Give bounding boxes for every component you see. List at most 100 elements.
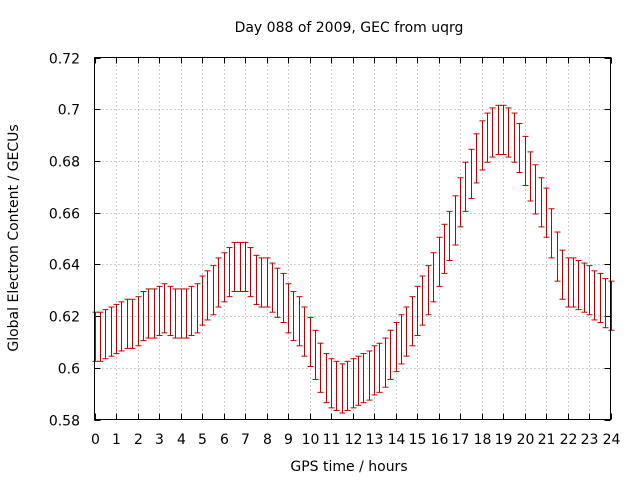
y-tick-label: 0.6 xyxy=(58,362,80,378)
error-bar xyxy=(366,350,373,401)
error-bar xyxy=(172,288,179,339)
error-bar xyxy=(183,288,190,339)
error-bar xyxy=(575,259,582,311)
error-bars xyxy=(92,104,615,414)
x-tick-label: 16 xyxy=(431,432,449,448)
x-tick-label: 2 xyxy=(134,432,143,448)
x-axis-tick-labels: 0 1 2 3 4 5 6 7 8 9 10 11 12 13 14 15 16 17 18 19 20 21 22 23 24 xyxy=(91,432,620,448)
x-tick-label: 6 xyxy=(220,432,229,448)
error-bar xyxy=(290,291,297,342)
error-bar xyxy=(199,275,206,326)
error-bar xyxy=(210,265,217,316)
error-bar xyxy=(312,329,319,380)
error-bar xyxy=(409,296,416,347)
error-bar xyxy=(376,342,383,393)
y-axis-label: Global Electron Content / GECUs xyxy=(6,124,22,351)
error-bar xyxy=(188,285,195,336)
error-bar xyxy=(495,104,502,155)
error-bar xyxy=(565,257,572,308)
x-tick-label: 20 xyxy=(517,432,535,448)
x-tick-label: 12 xyxy=(345,432,363,448)
error-bar xyxy=(452,195,459,246)
error-bar xyxy=(156,285,163,336)
error-bar xyxy=(167,285,174,336)
x-tick-label: 4 xyxy=(177,432,186,448)
error-bar xyxy=(285,283,292,334)
error-bar xyxy=(446,210,453,261)
error-bar xyxy=(264,257,271,308)
x-tick-label: 8 xyxy=(263,432,272,448)
error-bar xyxy=(382,337,389,388)
error-bar xyxy=(522,135,529,186)
error-bar xyxy=(194,283,201,334)
y-tick-label: 0.64 xyxy=(49,258,80,274)
y-tick-label: 0.72 xyxy=(49,52,80,68)
error-bar xyxy=(161,283,168,334)
error-bar xyxy=(532,164,539,215)
error-bar xyxy=(118,301,125,352)
error-bar xyxy=(516,122,523,174)
grid xyxy=(94,57,611,420)
axis-ticks xyxy=(94,57,612,421)
y-tick-label: 0.66 xyxy=(49,207,80,223)
x-axis-label: GPS time / hours xyxy=(290,459,407,475)
error-bar xyxy=(129,298,136,349)
error-bar xyxy=(387,329,394,380)
error-bar xyxy=(489,107,496,158)
error-bar xyxy=(591,270,598,321)
x-tick-label: 9 xyxy=(284,432,293,448)
error-bar xyxy=(462,161,469,212)
error-bar xyxy=(113,303,120,355)
y-axis-tick-labels: 0.58 0.6 0.62 0.64 0.66 0.68 0.7 0.72 xyxy=(49,52,80,430)
error-bar xyxy=(360,353,367,404)
error-bar xyxy=(441,223,448,274)
error-bar xyxy=(538,177,545,228)
error-bar xyxy=(215,257,222,308)
error-bar xyxy=(457,177,464,228)
error-bar xyxy=(247,247,254,298)
x-tick-label: 17 xyxy=(452,432,470,448)
error-bar xyxy=(333,360,340,411)
error-bar xyxy=(505,107,512,158)
y-tick-label: 0.68 xyxy=(49,155,80,171)
error-bar xyxy=(301,306,308,357)
error-bar xyxy=(344,360,351,411)
error-bar xyxy=(543,187,550,238)
error-bar xyxy=(355,355,362,406)
error-bar xyxy=(204,270,211,321)
error-bar xyxy=(108,306,115,357)
error-bar xyxy=(97,311,104,362)
x-tick-label: 1 xyxy=(112,432,121,448)
error-bar xyxy=(242,241,249,293)
error-bar xyxy=(178,288,185,339)
y-tick-label: 0.62 xyxy=(49,310,80,326)
error-bar xyxy=(371,345,378,396)
error-bar xyxy=(511,112,518,163)
error-bar xyxy=(393,322,400,373)
error-bar xyxy=(548,208,555,259)
error-bar xyxy=(237,241,244,293)
error-bar xyxy=(602,278,609,329)
error-bar xyxy=(597,272,604,324)
error-bar xyxy=(258,257,265,308)
error-bar xyxy=(430,252,437,303)
error-bar xyxy=(92,311,99,362)
x-tick-label: 15 xyxy=(409,432,427,448)
error-bar xyxy=(570,257,577,308)
error-bar xyxy=(527,151,534,202)
error-bar xyxy=(484,112,491,163)
y-tick-label: 0.58 xyxy=(49,414,80,430)
x-tick-label: 24 xyxy=(603,432,621,448)
x-tick-label: 21 xyxy=(538,432,556,448)
error-bar xyxy=(473,133,480,184)
error-bar xyxy=(140,291,147,342)
error-bar xyxy=(403,306,410,357)
error-bar xyxy=(425,265,432,316)
error-bar xyxy=(296,296,303,347)
error-bar xyxy=(350,358,357,409)
x-tick-label: 3 xyxy=(155,432,164,448)
error-bar xyxy=(269,262,276,313)
error-bar xyxy=(559,249,566,300)
chart-title: Day 088 of 2009, GEC from uqrg xyxy=(235,20,464,36)
y-tick-label: 0.7 xyxy=(58,103,80,119)
